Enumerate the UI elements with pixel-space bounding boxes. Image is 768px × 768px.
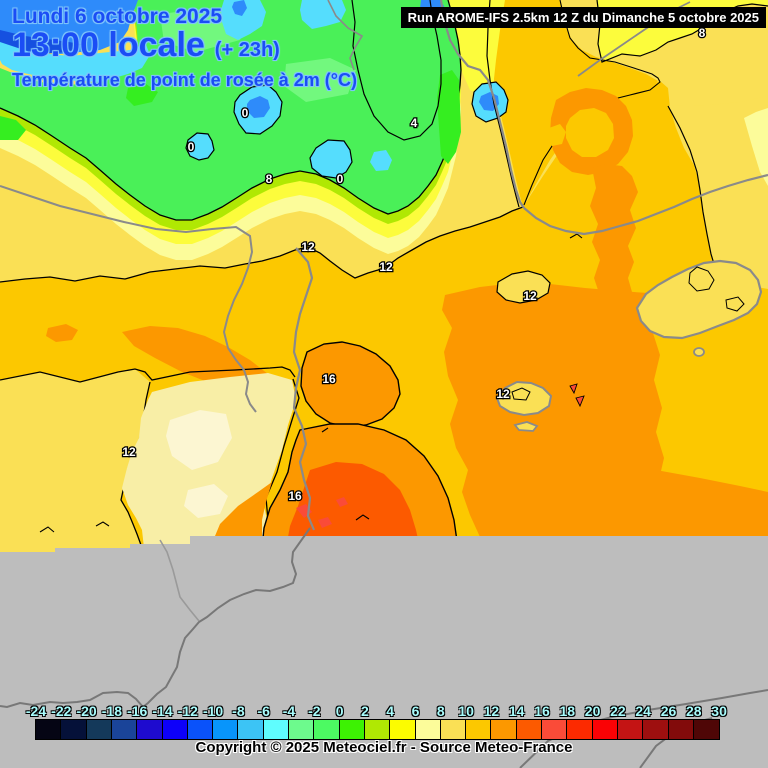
map-colored-domain — [0, 0, 768, 552]
contour-value-label: 12 — [301, 240, 315, 254]
contour-value-label: 4 — [411, 116, 418, 130]
spain-east-coast — [292, 247, 316, 531]
contour-value-label: 0 — [242, 106, 249, 120]
time-label: 13:00 locale (+ 23h) — [12, 26, 280, 65]
contour-value-label: 12 — [379, 260, 393, 274]
contour-value-label: 0 — [337, 172, 344, 186]
contour-value-label: 16 — [322, 372, 336, 386]
map-parameter-title: Température de point de rosée à 2m (°C) — [12, 70, 357, 90]
contour-value-label: 8 — [266, 172, 273, 186]
coastlines-borders — [0, 0, 768, 413]
cabrera-island — [693, 347, 705, 357]
contour-value-label: 8 — [699, 26, 706, 40]
contour-value-label: 12 — [122, 445, 136, 459]
contour-value-label: 12 — [496, 387, 510, 401]
ibiza-island — [495, 380, 553, 432]
contour-value-label: 0 — [188, 140, 195, 154]
date-label: Lundi 6 octobre 2025 — [12, 5, 223, 28]
mallorca-island — [635, 259, 763, 340]
local-time: 13:00 locale — [12, 26, 205, 64]
copyright-text: Copyright © 2025 Meteociel.fr - Source M… — [195, 739, 573, 756]
forecast-offset: (+ 23h) — [214, 39, 280, 61]
model-run-info: Run AROME-IFS 2.5km 12 Z du Dimanche 5 o… — [400, 7, 766, 28]
contour-labels: 0 4 0 8 0 8 12 12 12 16 12 12 16 — [121, 25, 707, 505]
contour-value-label: 12 — [523, 289, 537, 303]
contour-value-label: 16 — [288, 489, 302, 503]
